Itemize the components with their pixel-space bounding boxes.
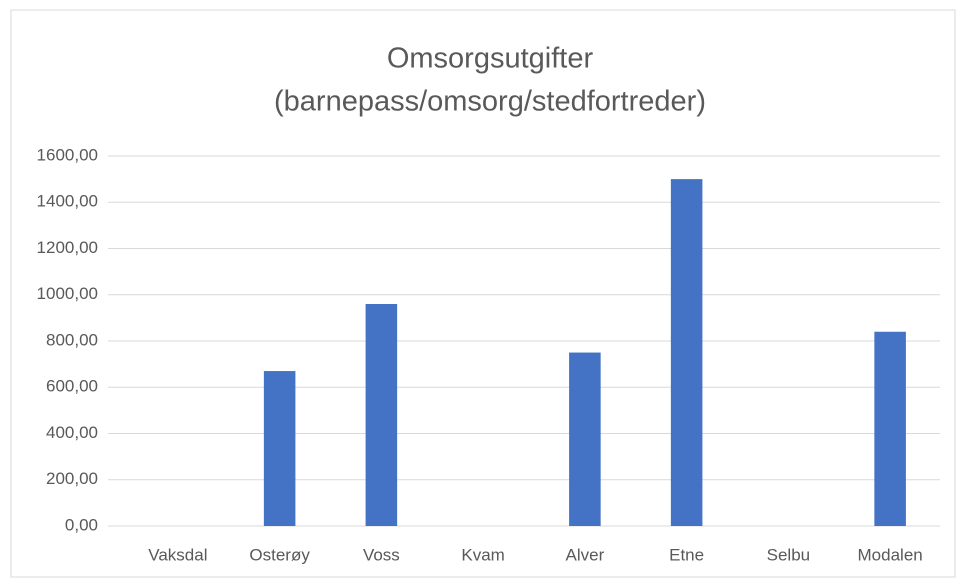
y-tick-label: 1200,00: [37, 238, 98, 257]
x-tick-label: Selbu: [767, 545, 810, 564]
x-tick-label: Vaksdal: [148, 545, 207, 564]
chart-title: (barnepass/omsorg/stedfortreder): [274, 86, 706, 118]
bar: [365, 304, 398, 526]
x-tick-label: Kvam: [461, 545, 504, 564]
x-tick-label: Voss: [363, 545, 400, 564]
chart-border: [10, 9, 956, 578]
x-tick-label: Alver: [566, 545, 605, 564]
x-tick-label: Modalen: [858, 545, 923, 564]
y-tick-label: 1000,00: [37, 284, 98, 303]
y-tick-label: 0,00: [65, 515, 98, 534]
bar: [874, 331, 906, 526]
bar: [670, 179, 703, 526]
y-tick-label: 1600,00: [37, 145, 98, 164]
y-tick-label: 1400,00: [37, 192, 98, 211]
bar: [569, 352, 601, 526]
y-tick-label: 800,00: [46, 330, 98, 349]
y-tick-label: 200,00: [46, 469, 98, 488]
x-tick-label: Osterøy: [249, 545, 310, 564]
y-tick-label: 400,00: [46, 423, 98, 442]
y-tick-label: 600,00: [46, 377, 98, 396]
bar: [263, 371, 296, 526]
x-tick-label: Etne: [669, 545, 704, 564]
chart-title: Omsorgsutgifter: [387, 43, 594, 75]
